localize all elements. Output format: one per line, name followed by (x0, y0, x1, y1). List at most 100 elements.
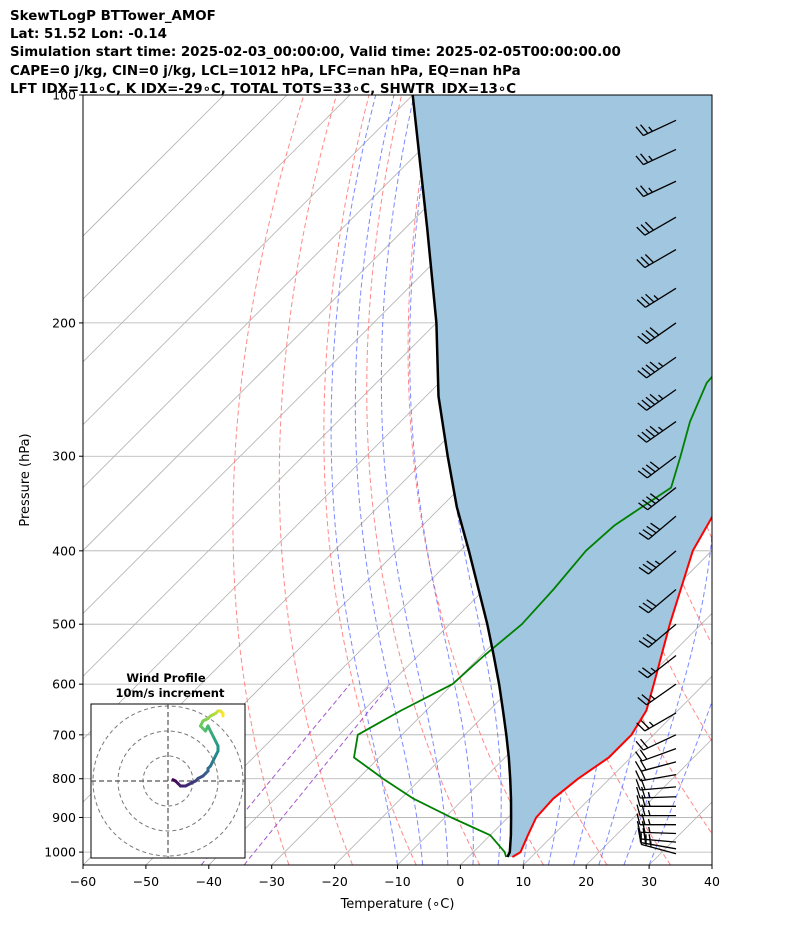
location-line: Lat: 51.52 Lon: -0.14 (10, 27, 167, 43)
isotherm-line (334, 487, 712, 865)
wind-barb-staff (644, 248, 677, 269)
wind-barb (636, 248, 677, 269)
x-tick-label: 10 (515, 874, 531, 889)
wind-barb-flag (644, 254, 654, 264)
wind-barb (638, 550, 677, 575)
y-axis-label: Pressure (hPa) (18, 433, 33, 526)
hodograph-trace (171, 709, 225, 788)
wind-barb-flag (637, 827, 641, 840)
wind-barb (637, 421, 677, 443)
wind-barb-flag (641, 431, 652, 440)
cape-line: CAPE=0 j/kg, CIN=0 j/kg, LCL=1012 hPa, L… (10, 63, 521, 79)
moist-adiabat-line (354, 95, 424, 865)
wind-barb-flag (635, 155, 644, 166)
wind-barb (636, 795, 676, 807)
wind-barb-flag (649, 493, 660, 502)
wind-barb-halfflag (647, 819, 651, 825)
wind-barb-flag (645, 396, 656, 406)
mixing-ratio-line (200, 683, 351, 865)
wind-barb-halfflag (653, 295, 659, 300)
wind-barb (635, 148, 677, 166)
dry-adiabat-line (727, 95, 794, 865)
wind-barb-flag (645, 464, 656, 473)
wind-barbs (634, 119, 677, 855)
wind-barb-flag (641, 399, 652, 408)
wind-barb (636, 287, 677, 308)
hodograph-subtitle: 10m/s increment (116, 686, 225, 700)
wind-barb-flag (642, 828, 646, 840)
wind-barb-staff (643, 180, 677, 198)
dry-adiabat-line (760, 95, 794, 865)
wind-barb-staff (646, 322, 677, 345)
wind-barb-flag (649, 327, 660, 336)
wind-barb-flag (638, 566, 649, 575)
wind-barb-flag (636, 795, 641, 807)
wind-barb-halfflag (650, 667, 656, 673)
isotherm-line (83, 95, 539, 552)
y-tick-label: 700 (52, 727, 76, 742)
wind-barb-flag (636, 259, 646, 269)
wind-barb-staff (647, 487, 677, 511)
hodograph-inset: Wind Profile 10m/s increment (90, 671, 246, 859)
wind-barb-flag (641, 795, 646, 807)
wind-barb (638, 655, 677, 679)
dry-adiabat-line (323, 95, 417, 865)
wind-barb-staff (640, 838, 677, 843)
wind-barb-flag (637, 697, 647, 706)
wind-barb-flag (646, 633, 657, 642)
y-tick-label: 800 (52, 771, 76, 786)
wind-barb-staff (646, 683, 677, 706)
x-tick-label: −50 (133, 874, 159, 889)
wind-barb-halfflag (648, 155, 653, 161)
parcel-line (411, 95, 513, 858)
moist-adiabat-line (648, 700, 712, 865)
wind-barb-flag (635, 770, 642, 782)
wind-barb-flag (636, 786, 641, 799)
wind-barb-staff (646, 421, 677, 443)
wind-barb-staff (648, 623, 677, 648)
wind-barb (637, 827, 677, 843)
moist-adiabat-line (330, 95, 398, 865)
wind-barb-flag (640, 256, 650, 266)
wind-barb-flag (649, 461, 660, 470)
wind-barb-staff (645, 287, 677, 308)
wind-barb-flag (635, 779, 641, 791)
wind-barb-halfflag (648, 721, 654, 727)
wind-barb-flag (635, 126, 644, 136)
x-tick-label: −40 (196, 874, 222, 889)
wind-barb-flag (635, 187, 644, 197)
wind-barb-staff (639, 796, 677, 799)
wind-barb-flag (638, 640, 649, 648)
wind-barb-flag (640, 153, 649, 163)
wind-barb-flag (642, 602, 653, 611)
wind-barb-flag (638, 532, 649, 540)
isotherm-line (83, 95, 351, 363)
wind-barb (634, 759, 677, 772)
wind-barb-staff (646, 455, 677, 479)
wind-barb-halfflag (648, 834, 651, 840)
wind-barb-flag (641, 786, 646, 799)
wind-barb-flag (640, 224, 650, 234)
wind-barb-flag (641, 467, 652, 476)
wind-barb (637, 455, 677, 479)
x-tick-label: 0 (456, 874, 464, 889)
wind-barb-flag (642, 637, 653, 645)
wind-barb-staff (646, 389, 677, 411)
y-tick-label: 200 (52, 315, 76, 330)
wind-barb-flag (636, 804, 641, 816)
wind-barb-flag (645, 293, 655, 303)
wind-barb-flag (649, 425, 660, 435)
axes: −60 −50 −40 −30 −20 −10 0 10 20 30 40 1000 900 800 700… (44, 88, 720, 890)
wind-barb-staff (640, 841, 677, 850)
wind-barb-staff (648, 589, 677, 614)
wind-barb-halfflag (658, 362, 664, 367)
wind-barb-halfflag (648, 126, 653, 132)
wind-barb (638, 589, 677, 614)
wind-barb-flag (650, 522, 661, 531)
dry-adiabat-line (366, 95, 481, 865)
chart-title: SkewTLogP BTTower_AMOF (10, 9, 216, 24)
isotherm-line (83, 95, 288, 300)
x-tick-label: 40 (704, 874, 720, 889)
dry-adiabat-line (232, 95, 305, 865)
